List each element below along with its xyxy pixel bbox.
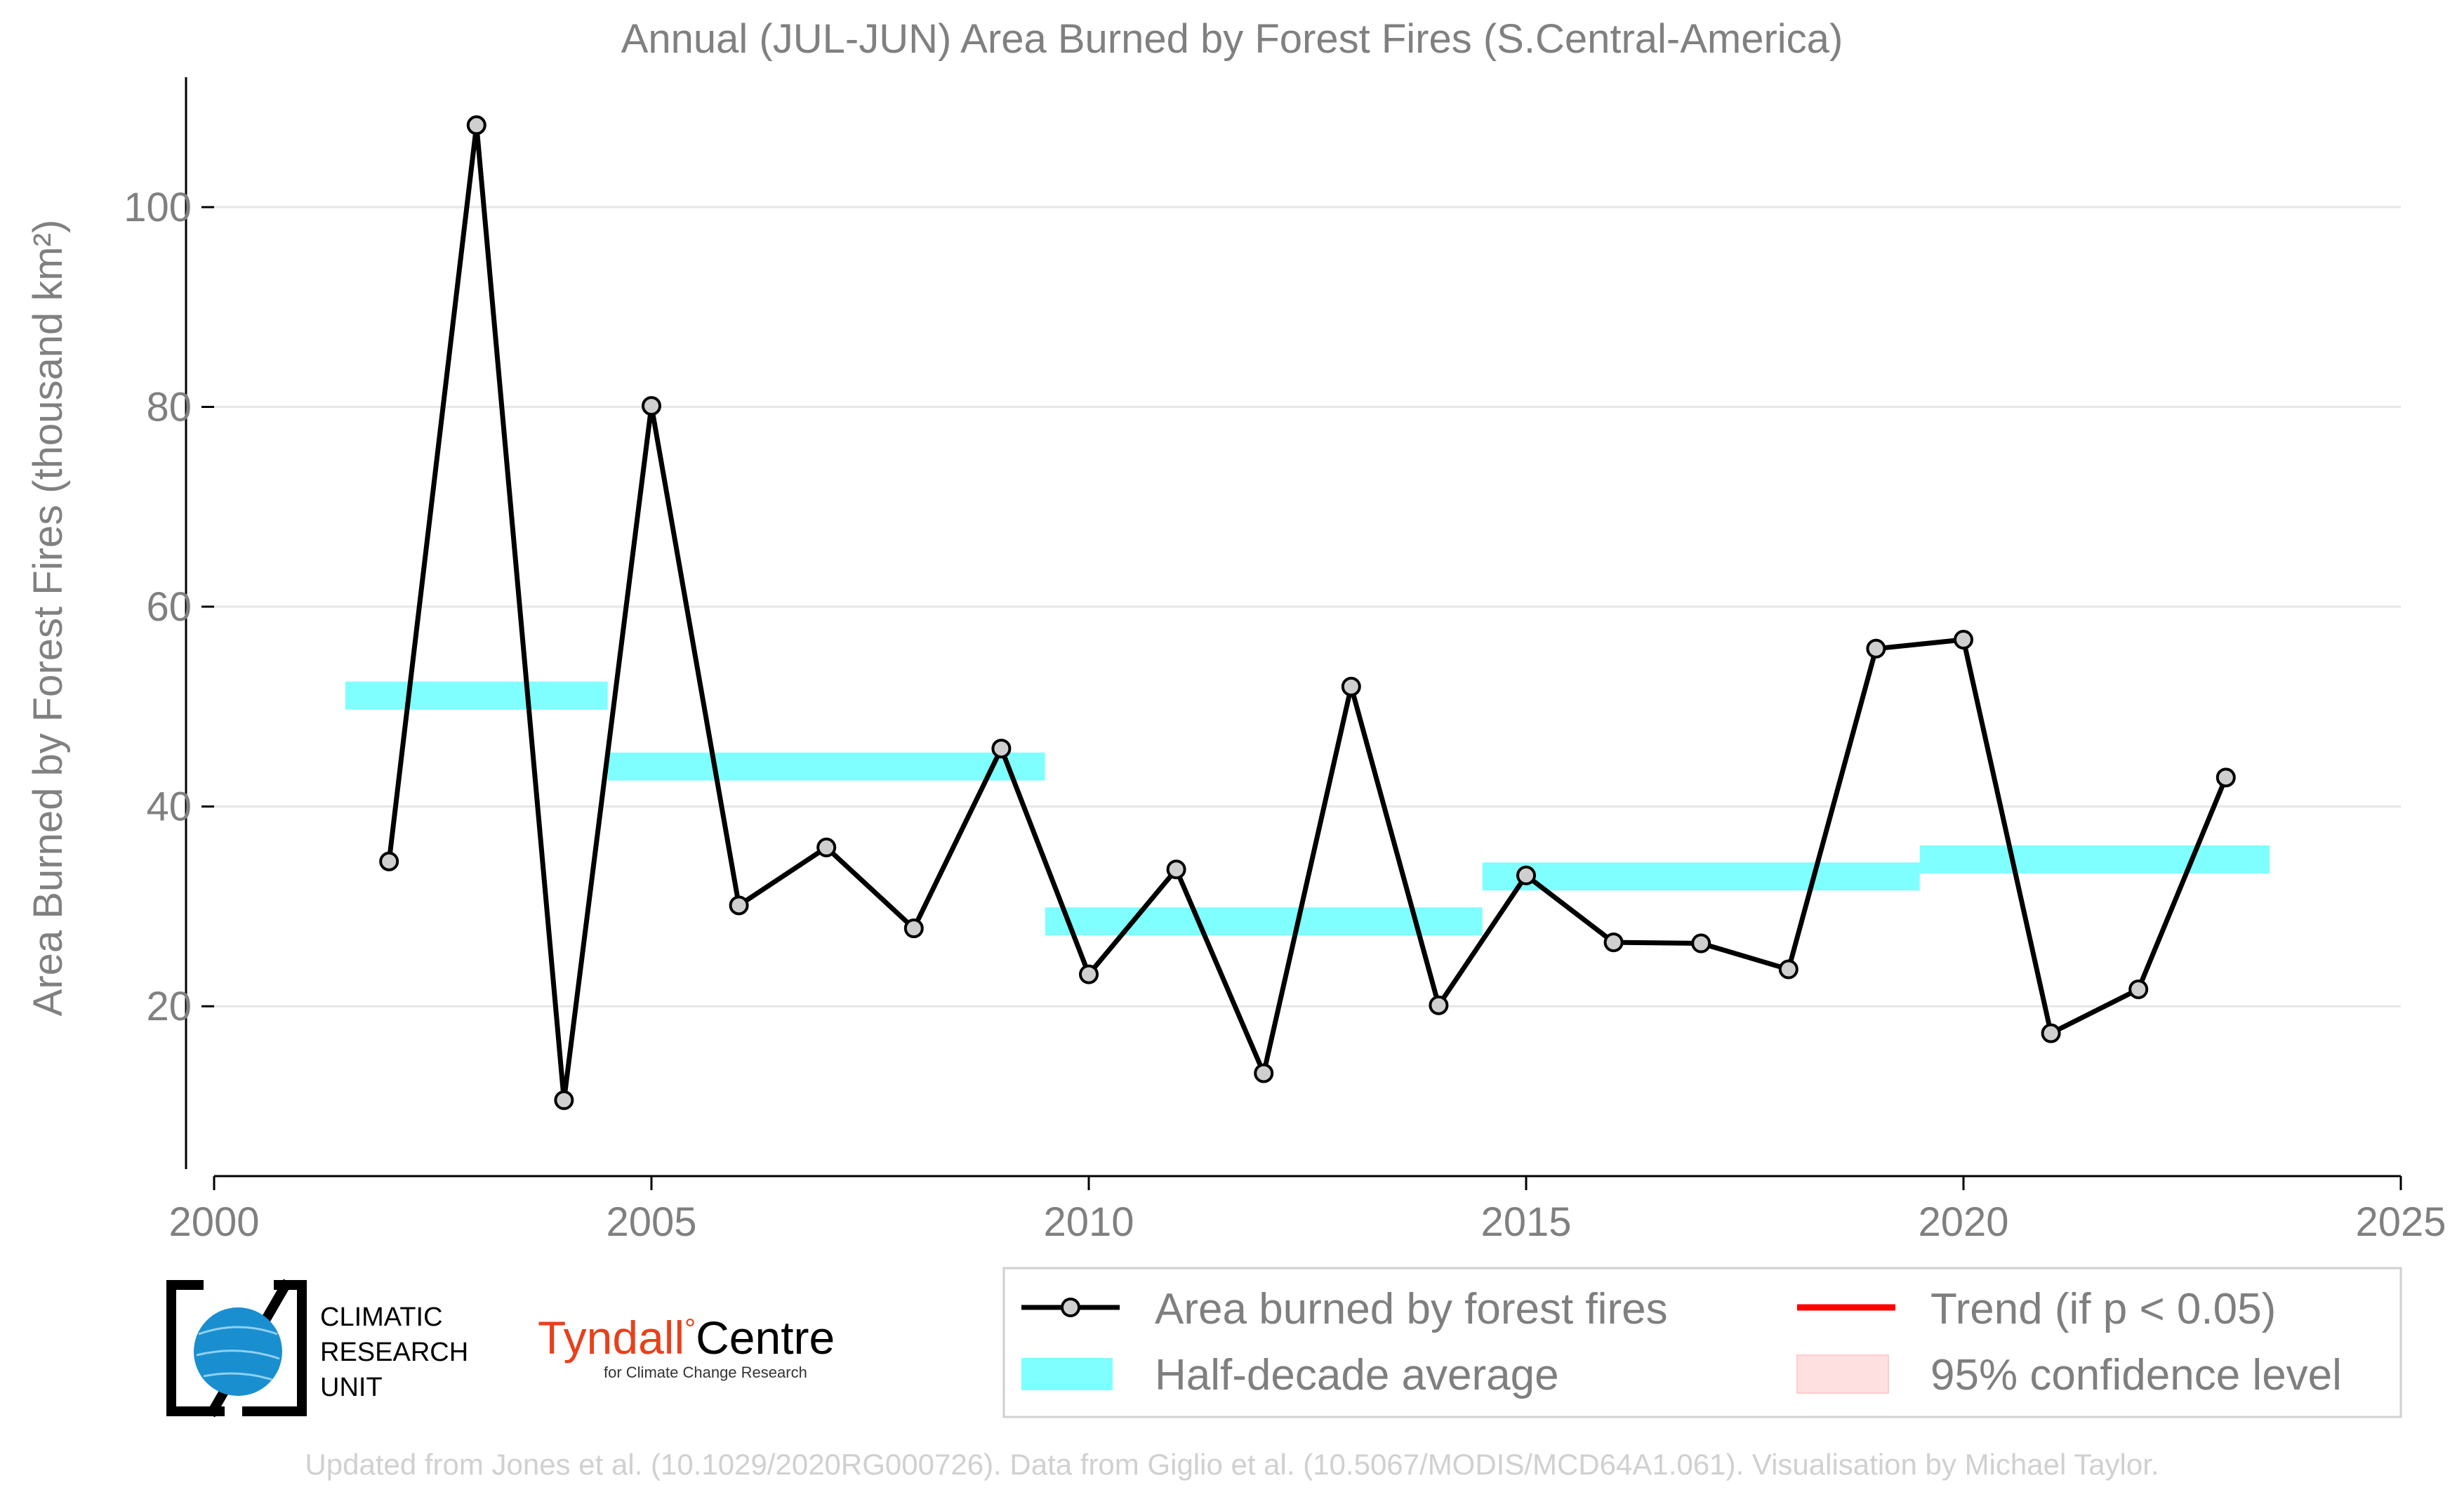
series-line-0: [386, 122, 2229, 1103]
y-tick-label-100: 100: [124, 185, 192, 230]
data-point-2003: [466, 115, 486, 136]
y-axis-label: Area Burned by Forest Fires (thousand km…: [25, 220, 71, 1017]
cru-logo: CLIMATIC RESEARCH UNIT: [166, 1279, 468, 1418]
data-point-2010: [1079, 964, 1099, 984]
data-point-2017: [1691, 933, 1711, 954]
cru-logo-line-2: RESEARCH: [320, 1338, 468, 1367]
data-point-2022: [2128, 979, 2149, 999]
cru-logo-line-1: CLIMATIC: [320, 1303, 443, 1332]
half-decade-average-bands: [345, 681, 2270, 936]
half-decade-band-3: [1482, 862, 1920, 891]
y-tick-label-60: 60: [146, 584, 192, 630]
data-point-2005: [642, 396, 661, 416]
series-area-burned: [379, 115, 2236, 1110]
legend-item-half-decade: Half-decade average: [1021, 1351, 1559, 1399]
data-point-2021: [2041, 1023, 2061, 1043]
data-point-2015: [1516, 865, 1536, 885]
data-point-2023: [2215, 767, 2236, 788]
tyndall-logo-name: Tyndall°Centre: [538, 1312, 835, 1364]
data-point-2012: [1254, 1063, 1274, 1083]
legend: Area burned by forest fires Trend (if p …: [1002, 1267, 2402, 1418]
data-point-2020: [1954, 629, 1973, 649]
legend-item-area-burned: Area burned by forest fires: [1021, 1285, 1668, 1333]
chart-title: Annual (JUL-JUN) Area Burned by Forest F…: [621, 16, 1843, 62]
legend-item-confidence: 95% confidence level: [1796, 1351, 2342, 1399]
legend-swatch-area-burned-marker: [1061, 1298, 1080, 1317]
credit-text: Updated from Jones et al. (10.1029/2020R…: [305, 1448, 2159, 1481]
grid-lines: [214, 206, 2401, 1008]
data-point-2011: [1166, 859, 1186, 880]
cru-globe-lines: [196, 1326, 280, 1381]
legend-swatch-confidence: [1796, 1354, 1889, 1394]
data-point-2009: [991, 739, 1012, 759]
legend-box: [1002, 1267, 2402, 1418]
x-tick-label-2000: 2000: [168, 1199, 259, 1245]
legend-label-area-burned: Area burned by forest fires: [1155, 1285, 1668, 1333]
y-tick-label-20: 20: [146, 984, 192, 1029]
tyndall-logo: Tyndall°Centre for Climate Change Resear…: [538, 1312, 835, 1381]
y-tick-label-80: 80: [146, 385, 192, 430]
legend-label-confidence: 95% confidence level: [1930, 1351, 2342, 1399]
cru-logo-line-3: UNIT: [320, 1373, 383, 1402]
legend-label-half-decade: Half-decade average: [1155, 1351, 1559, 1399]
data-point-2006: [729, 895, 749, 916]
data-point-2018: [1778, 959, 1799, 980]
axes: [185, 77, 2402, 1190]
x-tick-label-2020: 2020: [1918, 1199, 2008, 1245]
legend-item-trend: Trend (if p < 0.05): [1797, 1285, 2276, 1333]
data-point-2013: [1341, 676, 1361, 697]
data-point-2014: [1429, 995, 1449, 1015]
y-tick-label-40: 40: [146, 784, 192, 830]
half-decade-band-4: [1919, 845, 2270, 873]
data-point-2016: [1603, 932, 1624, 953]
tick-labels: 20 40 60 80 100 2000 2005 2010 2015 2020 2025: [124, 185, 2446, 1245]
half-decade-band-2: [1045, 907, 1483, 936]
half-decade-band-0: [345, 681, 608, 710]
data-point-2019: [1866, 638, 1886, 659]
legend-swatch-half-decade: [1021, 1358, 1113, 1390]
data-point-2002: [379, 851, 399, 871]
data-point-2004: [554, 1090, 574, 1110]
x-tick-label-2010: 2010: [1043, 1199, 1134, 1245]
x-tick-label-2015: 2015: [1481, 1199, 1571, 1245]
data-point-2007: [816, 837, 837, 857]
x-tick-label-2025: 2025: [2355, 1199, 2446, 1245]
x-tick-label-2005: 2005: [606, 1199, 696, 1245]
data-point-2008: [903, 918, 924, 939]
tyndall-logo-subtitle: for Climate Change Research: [604, 1364, 807, 1381]
legend-label-trend: Trend (if p < 0.05): [1930, 1285, 2276, 1333]
half-decade-band-1: [607, 752, 1045, 781]
